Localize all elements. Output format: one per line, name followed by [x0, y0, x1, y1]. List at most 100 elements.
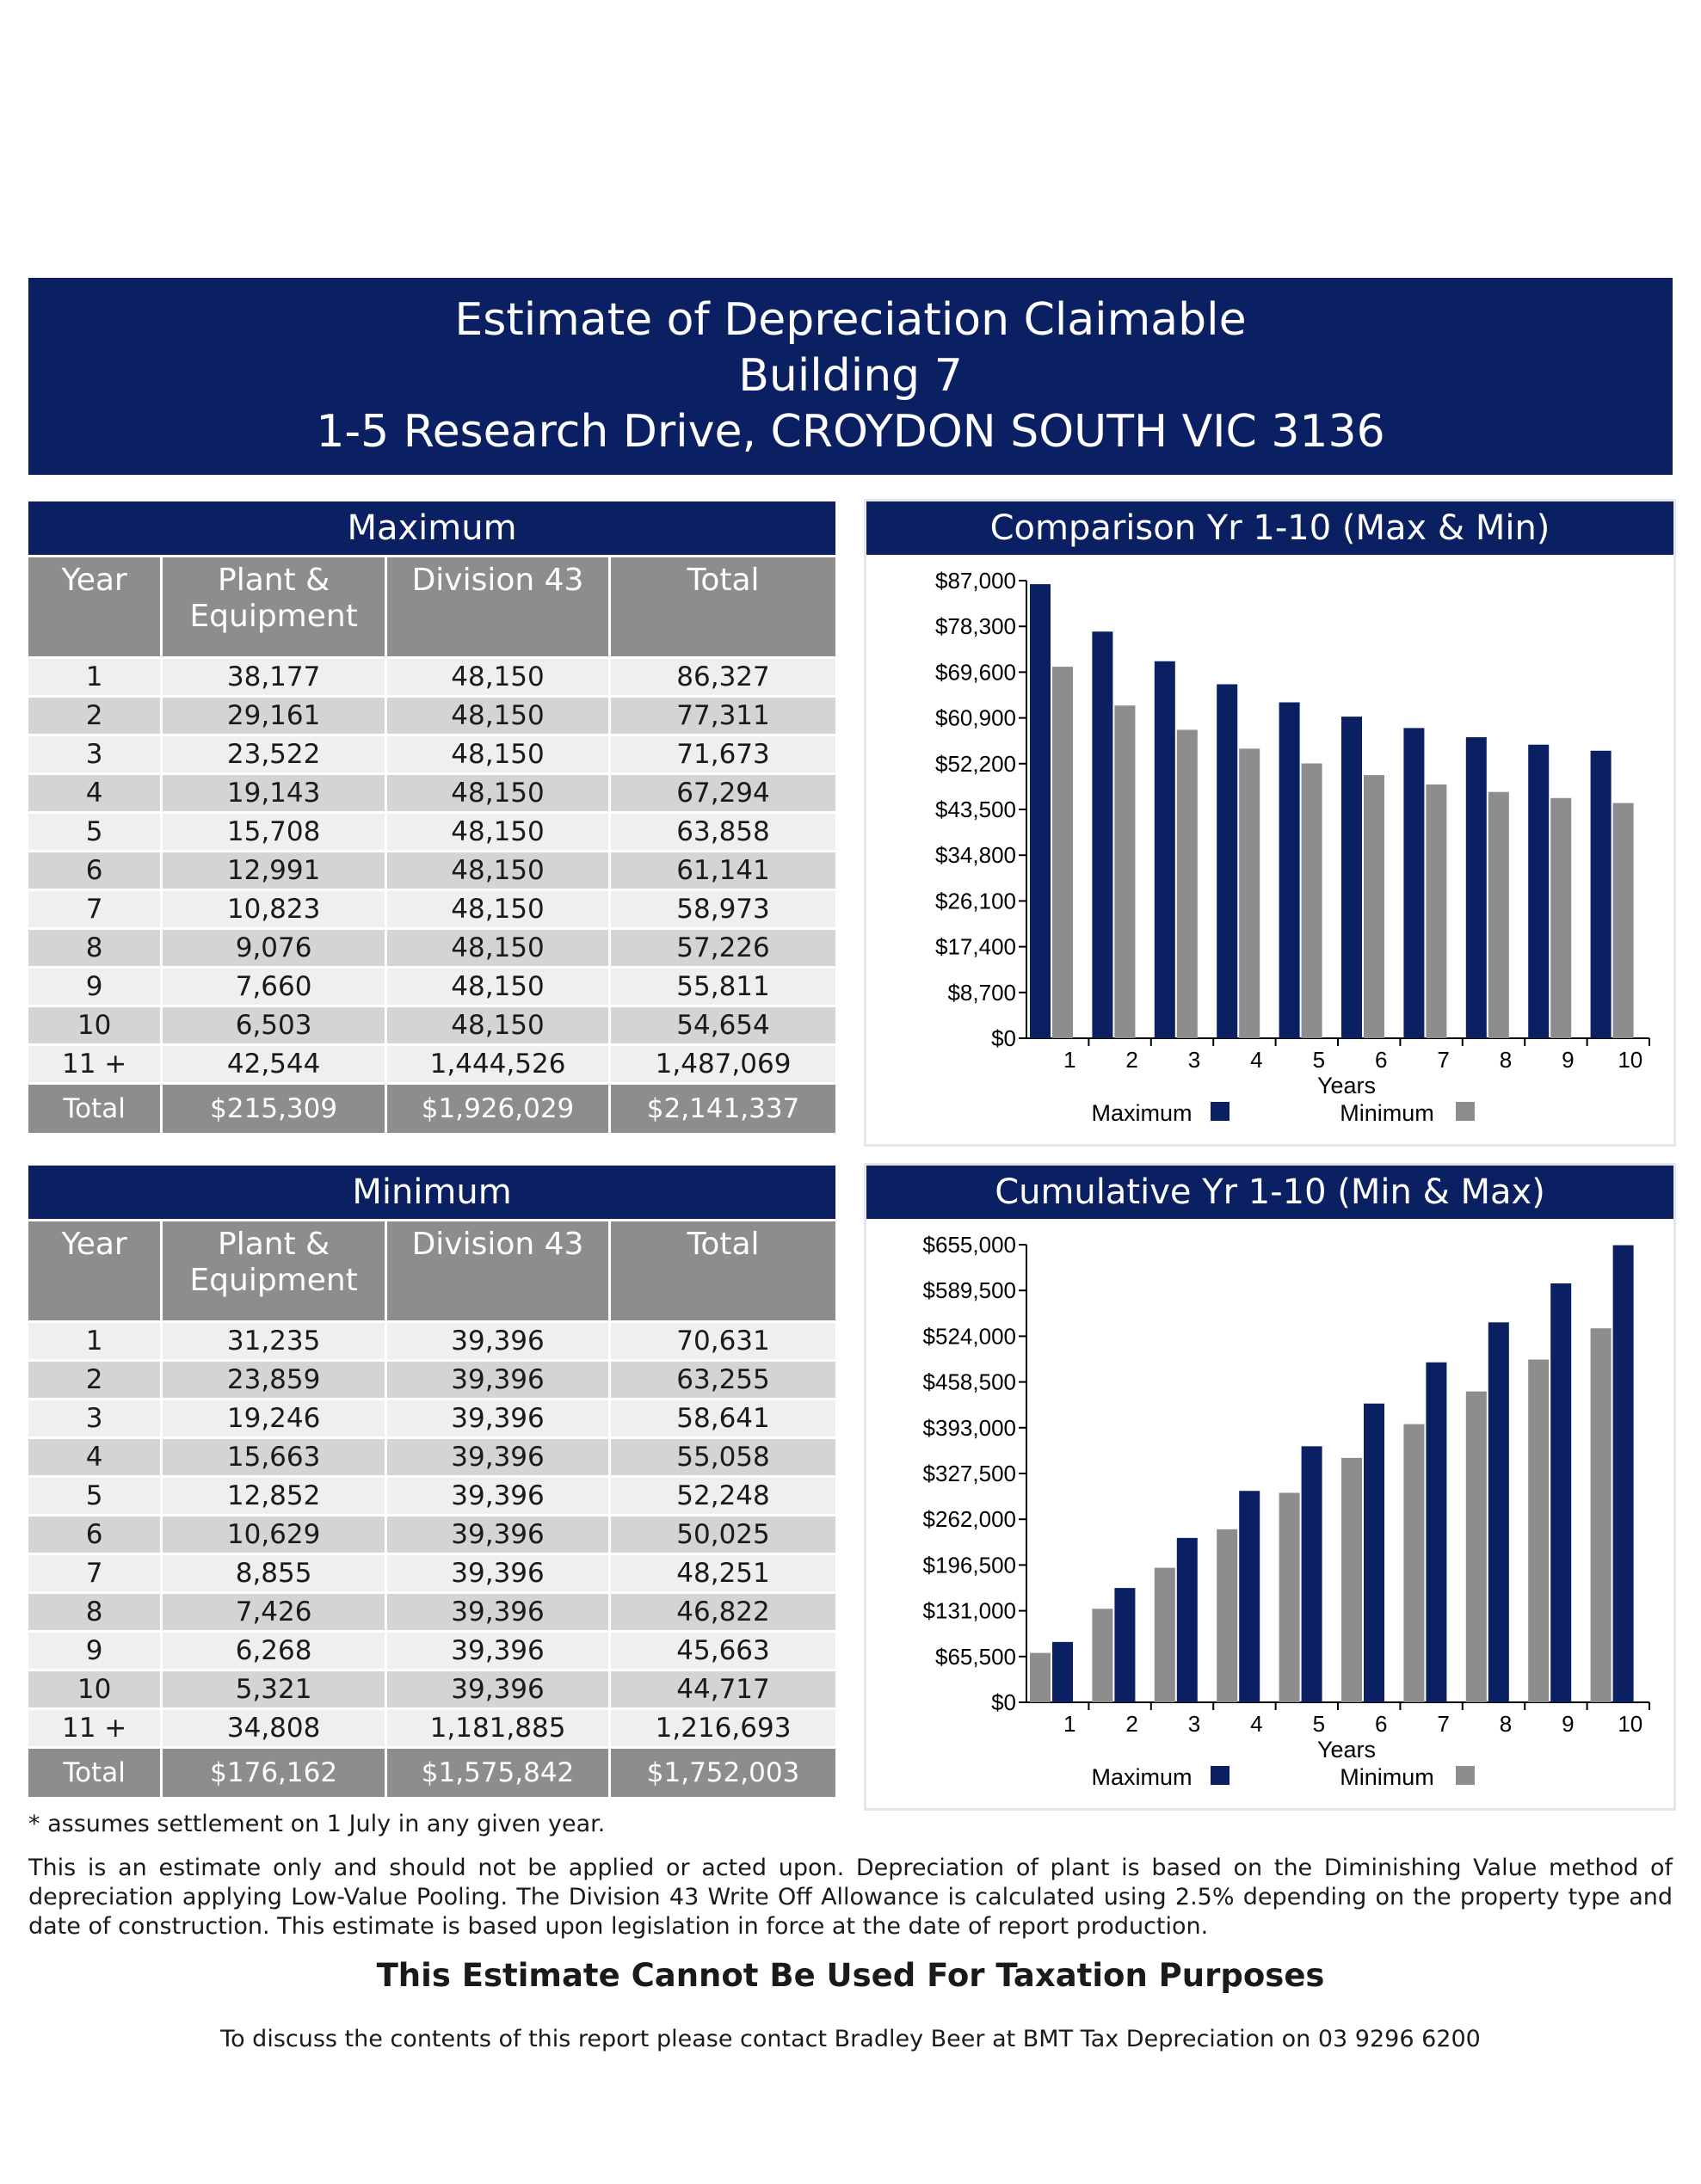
y-tick-label: $655,000	[923, 1232, 1016, 1258]
cell-division-43: 39,396	[385, 1555, 609, 1591]
table-row: 6 12,991 48,150 61,141	[28, 852, 835, 889]
bar-minimum-year-7	[1403, 1424, 1425, 1702]
table-row: 11 +34,808 1,181,885 1,216,693	[28, 1710, 835, 1746]
x-tick-label: 3	[1188, 1711, 1200, 1737]
cell-plant-equipment: 42,544	[160, 1046, 385, 1082]
cell-division-43: 39,396	[385, 1516, 609, 1553]
bar-maximum-year-7	[1426, 1362, 1447, 1702]
total-row: Total $176,162 $1,575,842 $1,752,003	[28, 1749, 835, 1797]
table-row: 1 31,235 39,396 70,631	[28, 1323, 835, 1359]
cell-plant-equipment: 15,708	[160, 814, 385, 850]
cell-year: 7	[28, 891, 161, 927]
cell-plant-equipment: 12,991	[160, 852, 385, 889]
maximum-table-panel: Maximum Year Plant & Equipment Division …	[28, 501, 835, 1135]
x-tick-label: 7	[1437, 1711, 1449, 1737]
table-row: 11 +42,544 1,444,526 1,487,069	[28, 1046, 835, 1082]
legend-label-maximum: Maximum	[1091, 1764, 1192, 1790]
cell-division-43: 48,150	[385, 852, 609, 889]
table-row: 10 6,503 48,150 54,654	[28, 1007, 835, 1043]
column-header-year: Year	[28, 1221, 161, 1320]
table-row: 5 12,852 39,396 52,248	[28, 1478, 835, 1514]
bar-minimum-year-8	[1465, 1391, 1487, 1702]
cell-plant-equipment: 15,663	[160, 1439, 385, 1475]
taxation-warning: This Estimate Cannot Be Used For Taxatio…	[376, 1957, 1325, 1994]
column-header-division-43: Division 43	[385, 557, 609, 656]
column-header-plant-equipment: Plant & Equipment	[160, 1221, 385, 1320]
cell-plant-equipment: 23,522	[160, 736, 385, 772]
bar-minimum-year-1	[1030, 1652, 1051, 1702]
cell-total: 1,487,069	[608, 1046, 835, 1082]
cell-total: 58,973	[608, 891, 835, 927]
cell-division-43: 1,444,526	[385, 1046, 609, 1082]
y-tick-label: $393,000	[923, 1415, 1016, 1441]
x-tick-label: 5	[1313, 1711, 1325, 1737]
x-tick-label: 7	[1437, 1047, 1449, 1073]
x-tick-label: 8	[1500, 1047, 1512, 1073]
bar-maximum-year-8	[1465, 737, 1487, 1038]
cell-division-43: 48,150	[385, 775, 609, 811]
cell-plant-equipment: 6,503	[160, 1007, 385, 1043]
property-address: 1-5 Research Drive, CROYDON SOUTH VIC 31…	[316, 406, 1385, 458]
cell-total: 58,641	[608, 1400, 835, 1437]
cell-division-43: 39,396	[385, 1439, 609, 1475]
bar-maximum-year-10	[1590, 750, 1612, 1038]
cell-total: 77,311	[608, 698, 835, 734]
cell-division-43: 39,396	[385, 1671, 609, 1707]
bar-minimum-year-1	[1052, 667, 1073, 1038]
bar-minimum-year-10	[1590, 1328, 1612, 1702]
cell-division-43: 48,150	[385, 659, 609, 695]
cell-total: 44,717	[608, 1671, 835, 1707]
comparison-chart: $0 $8,700 $17,400 $26,100 $34,800 $43,500 $52,…	[935, 568, 1650, 1126]
bar-minimum-year-6	[1341, 1457, 1362, 1702]
cell-division-43: 39,396	[385, 1594, 609, 1630]
table-row: 3 23,522 48,150 71,673	[28, 736, 835, 772]
cell-year: 6	[28, 1516, 161, 1553]
cell-year: 2	[28, 698, 161, 734]
cell-year: 8	[28, 930, 161, 966]
x-tick-label: 10	[1618, 1047, 1642, 1073]
cell-division-43: 48,150	[385, 698, 609, 734]
cell-division-43: 39,396	[385, 1400, 609, 1437]
y-tick-label: $43,500	[935, 797, 1016, 822]
cell-division-43: 48,150	[385, 930, 609, 966]
legend-label-maximum: Maximum	[1091, 1100, 1192, 1126]
legend-swatch-minimum	[1456, 1102, 1475, 1121]
table-row: 3 19,246 39,396 58,641	[28, 1400, 835, 1437]
cell-year: 1	[28, 659, 161, 695]
cell-division-43: 39,396	[385, 1323, 609, 1359]
cell-year: 5	[28, 1478, 161, 1514]
y-tick-label: $69,600	[935, 659, 1016, 685]
cell-total: 55,811	[608, 969, 835, 1005]
table-row: 4 15,663 39,396 55,058	[28, 1439, 835, 1475]
settlement-footnote: * assumes settlement on 1 July in any gi…	[28, 1811, 606, 1837]
minimum-table: Year Plant & Equipment Division 43 Total…	[28, 1219, 835, 1799]
bar-minimum-year-5	[1301, 763, 1322, 1038]
x-tick-label: 4	[1250, 1047, 1262, 1073]
cell-total: 86,327	[608, 659, 835, 695]
cell-total: 71,673	[608, 736, 835, 772]
cell-plant-equipment: 38,177	[160, 659, 385, 695]
y-tick-label: $8,700	[947, 980, 1016, 1006]
y-tick-label: $34,800	[935, 842, 1016, 868]
cell-plant-equipment: 5,321	[160, 1671, 385, 1707]
table-row: 7 8,855 39,396 48,251	[28, 1555, 835, 1591]
cell-year: 9	[28, 1633, 161, 1669]
cell-plant-equipment: 29,161	[160, 698, 385, 734]
bar-minimum-year-4	[1217, 1529, 1238, 1702]
table-row: 2 29,161 48,150 77,311	[28, 698, 835, 734]
bar-maximum-year-3	[1154, 661, 1175, 1038]
bar-maximum-year-9	[1550, 1283, 1572, 1702]
cell-year: 6	[28, 852, 161, 889]
column-header-total: Total	[608, 1221, 835, 1320]
cell-plant-equipment: 19,143	[160, 775, 385, 811]
x-tick-label: 2	[1125, 1711, 1137, 1737]
y-tick-label: $0	[991, 1689, 1016, 1715]
maximum-table-title: Maximum	[28, 501, 835, 555]
minimum-table-title: Minimum	[28, 1166, 835, 1219]
cell-plant-equipment: 19,246	[160, 1400, 385, 1437]
y-tick-label: $17,400	[935, 934, 1016, 960]
cell-plant-equipment: 6,268	[160, 1633, 385, 1669]
x-tick-label: 6	[1375, 1711, 1387, 1737]
cell-division-43: 48,150	[385, 814, 609, 850]
y-tick-label: $26,100	[935, 888, 1016, 914]
